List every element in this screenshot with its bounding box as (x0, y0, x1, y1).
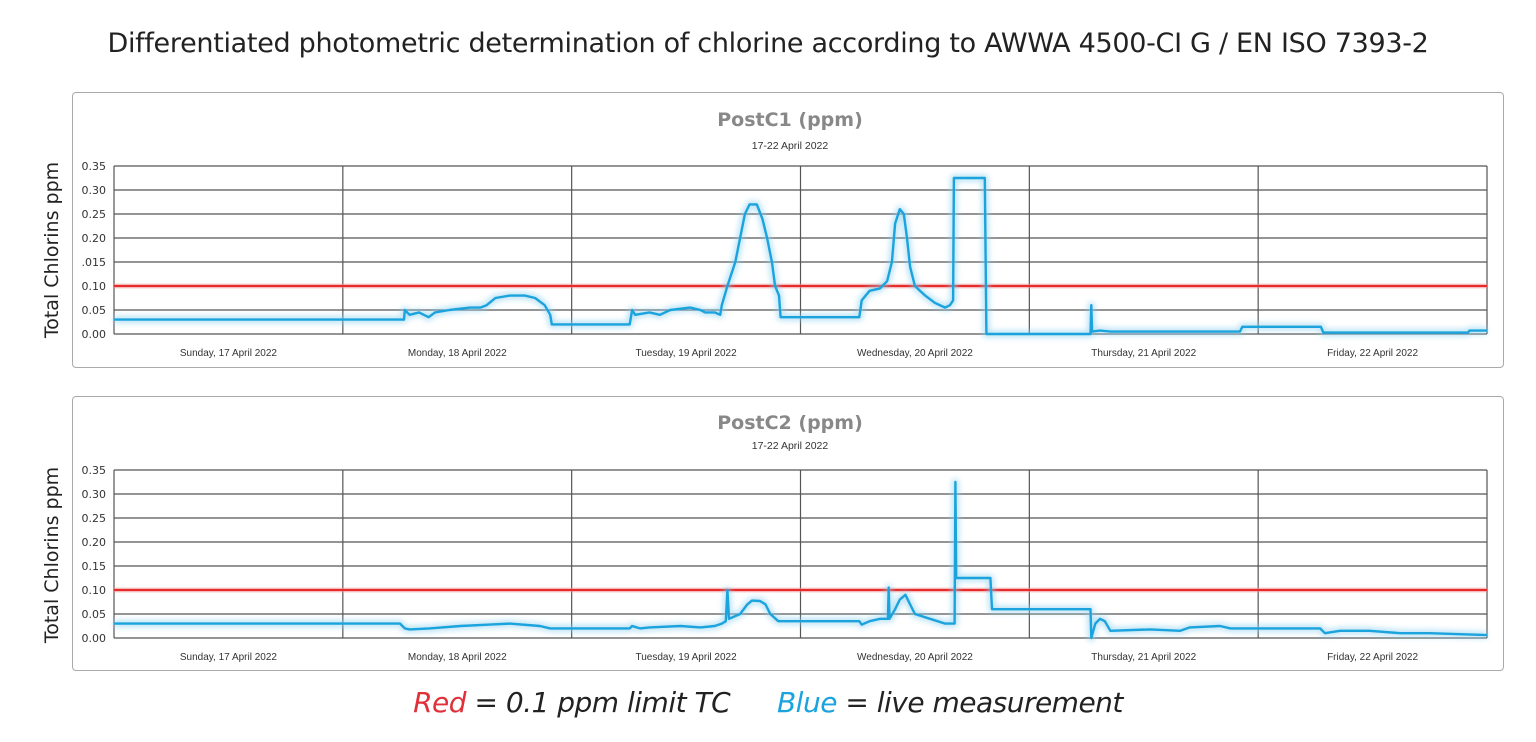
y-tick-label: 0.00 (82, 328, 107, 341)
y-tick-label: 0.20 (82, 232, 107, 245)
x-tick-label: Wednesday, 20 April 2022 (857, 652, 973, 663)
x-tick-label: Tuesday, 19 April 2022 (635, 652, 737, 663)
y-tick-label: 0.10 (82, 280, 107, 293)
x-tick-label: Sunday, 17 April 2022 (180, 348, 278, 359)
x-tick-label: Monday, 18 April 2022 (408, 652, 507, 663)
x-tick-label: Monday, 18 April 2022 (408, 348, 507, 359)
y-axis-label: Total Chlorins ppm (41, 467, 63, 644)
x-tick-label: Sunday, 17 April 2022 (180, 652, 278, 663)
x-tick-label: Friday, 22 April 2022 (1327, 652, 1418, 663)
y-tick-label: 0.30 (82, 488, 107, 501)
y-tick-label: 0.05 (82, 608, 107, 621)
legend-blue-text: = live measurement (845, 686, 1123, 719)
y-axis-label: Total Chlorins ppm (41, 162, 63, 339)
y-tick-label: 0.20 (82, 536, 107, 549)
measurement-line (114, 480, 1488, 640)
y-tick-label: 0.25 (82, 208, 107, 221)
legend-red-word: Red (413, 686, 467, 719)
chart-title: PostC2 (ppm) (717, 412, 863, 434)
y-tick-label: .015 (82, 256, 107, 269)
x-tick-label: Tuesday, 19 April 2022 (635, 348, 737, 359)
measurement-line (114, 176, 1487, 336)
y-tick-label: 0.10 (82, 584, 107, 597)
y-tick-label: 0.15 (82, 560, 107, 573)
y-tick-label: 0.05 (82, 304, 107, 317)
y-tick-label: 0.35 (82, 160, 107, 173)
chart-subtitle: 17-22 April 2022 (752, 140, 829, 152)
main-title: Differentiated photometric determination… (107, 28, 1429, 59)
chart-1: PostC1 (ppm) 17-22 April 2022 Total Chlori… (41, 109, 1488, 359)
x-tick-label: Thursday, 21 April 2022 (1091, 652, 1196, 663)
y-tick-label: 0.25 (82, 512, 107, 525)
y-tick-label: 0.35 (82, 464, 107, 477)
y-tick-label: 0.30 (82, 184, 107, 197)
y-tick-label: 0.00 (82, 632, 107, 645)
chart-title: PostC1 (ppm) (717, 109, 863, 131)
x-tick-label: Thursday, 21 April 2022 (1091, 348, 1196, 359)
legend: Red = 0.1 ppm limit TC Blue = live measu… (0, 686, 1536, 719)
chart-subtitle: 17-22 April 2022 (752, 440, 829, 452)
legend-blue-word: Blue (776, 686, 837, 719)
chart-2: PostC2 (ppm) 17-22 April 2022 Total Chlori… (41, 412, 1488, 663)
x-tick-label: Friday, 22 April 2022 (1327, 348, 1418, 359)
x-tick-label: Wednesday, 20 April 2022 (857, 348, 973, 359)
legend-red-text: = 0.1 ppm limit TC (474, 686, 731, 719)
